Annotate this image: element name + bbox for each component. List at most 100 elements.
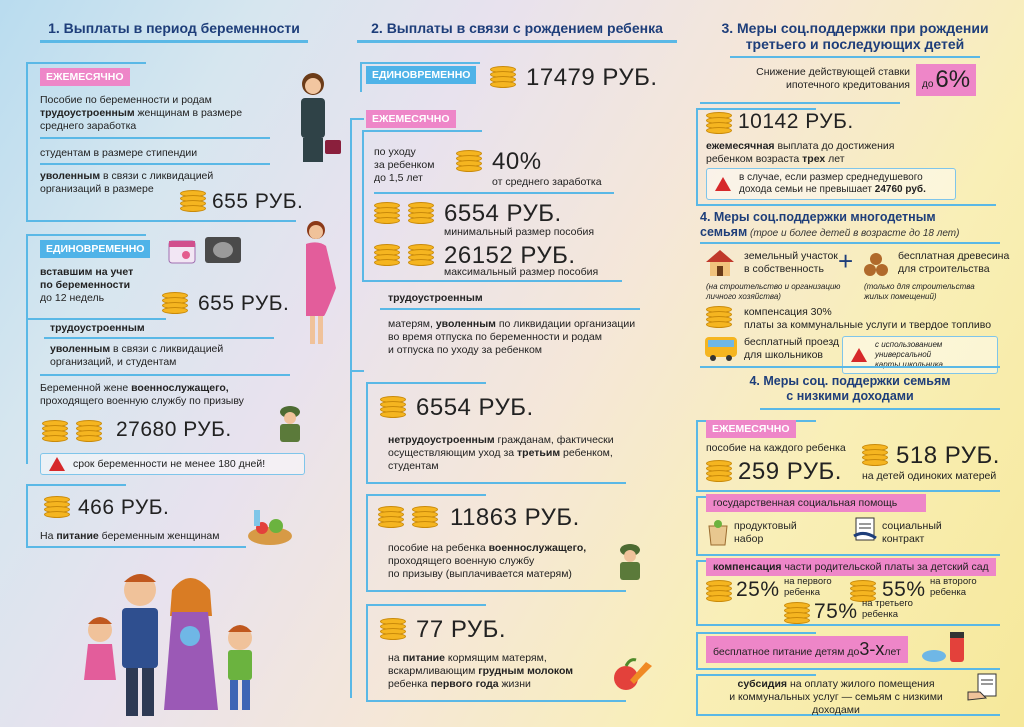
col2-amount4: 11863 РУБ. [450, 504, 580, 531]
coins-icon [490, 66, 516, 88]
pregnancy-term-warning: срок беременности не менее 180 дней! [40, 453, 305, 475]
col2-amount5: 77 РУБ. [416, 616, 507, 643]
coins-icon [180, 190, 206, 212]
monthly-3years-text: ежемесячная выплата до достижения ребенко… [706, 140, 895, 165]
col1-amount4: 466 РУБ. [78, 496, 170, 519]
dismissed-students-text: уволенным в связи с ликвидацией организац… [50, 343, 224, 368]
hand-document-icon [967, 673, 997, 701]
max-note: максимальный размер пособия [444, 266, 599, 278]
col4-title: 4. Меры соц.поддержки многодетным семьям … [700, 210, 960, 239]
coins-icon [378, 506, 404, 528]
each-child-text: пособие на каждого ребенка [706, 442, 846, 454]
mortgage-text: Снижение действующей ставки ипотечного кр… [756, 66, 910, 91]
soc-contract-text: социальный контракт [882, 520, 942, 545]
min-note: минимальный размер пособия [444, 226, 595, 238]
coins-icon [162, 292, 188, 314]
coins-icon [862, 444, 888, 466]
maternity-benefit-text: Пособие по беременности и родам трудоустр… [40, 94, 243, 132]
col1-title: 1. Выплаты в период беременности [40, 20, 308, 43]
warning-icon [49, 457, 65, 471]
pct-75-note: на третьего ребенка [862, 598, 913, 620]
soldier-child-text: пособие на ребенка военнослужащего, прохо… [388, 542, 587, 580]
utilities-comp-text: компенсация 30% платы за коммунальные усл… [744, 306, 992, 331]
care-percent: 40% [492, 148, 542, 175]
coins-icon [380, 396, 406, 418]
coins-icon [706, 306, 732, 328]
pct-25-note: на первого ребенка [784, 576, 832, 598]
coins-icon [412, 506, 438, 528]
businesswoman-icon [301, 73, 341, 162]
land-text: земельный участок в собственность [744, 250, 838, 275]
coins-icon [380, 618, 406, 640]
fruit-vegetables-icon [614, 658, 652, 690]
school-card-warning: с использованием универсальной карты школ… [842, 336, 998, 374]
logs-icon [864, 253, 888, 276]
mortgage-rate-badge: до 6% [916, 64, 977, 96]
kindergarten-label: компенсация части родительской платы за … [706, 558, 996, 576]
col3-frame1 [696, 108, 816, 204]
employed-label: трудоустроенным [50, 322, 145, 334]
students-text: студентам в размере стипендии [40, 147, 198, 159]
col2-frame3 [366, 494, 486, 590]
breastfeeding-text: на питание кормящим матерям, вскармливаю… [388, 652, 574, 690]
soldier-icon [280, 406, 300, 442]
coins-icon [706, 112, 732, 134]
col3-title: 3. Меры соц.поддержки при рождении третье… [721, 20, 989, 52]
food-bag-icon [708, 520, 728, 546]
coins-icon [76, 420, 102, 442]
food-set-text: продуктовый набор [734, 520, 797, 545]
coins-icon [706, 460, 732, 482]
bus-text: бесплатный проезд для школьников [744, 336, 840, 361]
coins-icon [374, 244, 400, 266]
dismissed-mothers-text: матерям, уволенным по ликвидации организ… [388, 318, 636, 356]
calendar-icon [168, 240, 196, 264]
col2-once-tag: ЕДИНОВРЕМЕННО [366, 66, 477, 84]
gov-help-label: государственная социальная помощь [706, 494, 926, 512]
warning-icon [715, 177, 731, 191]
soldier-icon [620, 544, 640, 580]
registered-text: вставшим на учет по беременности до 12 нед… [40, 266, 134, 304]
col3-frame6 [696, 674, 816, 714]
coins-icon [850, 580, 876, 602]
care-percent-note: от среднего заработка [492, 176, 602, 188]
food-basket-icon [248, 510, 292, 545]
warning-icon [851, 348, 867, 362]
wood-note: (только для строительства жилых помещений… [864, 282, 975, 301]
col1-amount3: 27680 РУБ. [116, 418, 232, 441]
ultrasound-icon [205, 237, 241, 263]
housing-subsidy-text: субсидия на оплату жилого помещения и ком… [729, 678, 943, 716]
col2-frame2 [366, 382, 486, 482]
col1-frame3 [26, 484, 126, 546]
pct-75: 75% [814, 600, 858, 623]
col3-amount1: 10142 РУБ. [738, 110, 854, 133]
col3-frame5 [696, 632, 816, 668]
house-icon [706, 250, 734, 276]
contract-icon [853, 517, 877, 541]
free-food-label: бесплатное питание детям до 3-х лет [706, 636, 908, 663]
family-illustration [84, 574, 252, 716]
baby-food-icon [922, 632, 964, 662]
col2-frame1 [362, 130, 482, 280]
col2-amount3: 6554 РУБ. [416, 394, 534, 421]
max-amount: 26152 РУБ. [444, 242, 576, 269]
coins-icon [44, 496, 70, 518]
coins-icon [784, 602, 810, 624]
unemployed-text: нетрудоустроенным гражданам, фактически о… [388, 434, 614, 472]
plus-sign: + [838, 246, 854, 276]
pregnant-food-text: На питание беременным женщинам [40, 530, 220, 542]
income-warning: в случае, если размер среднедушевого дохо… [706, 168, 956, 200]
col1-amount2: 655 РУБ. [198, 292, 290, 315]
coins-icon [408, 202, 434, 224]
pct-55-note: на второго ребенка [930, 576, 977, 598]
dismissed-text: уволенным в связи с ликвидацией организац… [40, 170, 214, 195]
coins-icon [456, 150, 482, 172]
employed-label: трудоустроенным [388, 292, 483, 304]
col1-frame2 [26, 234, 146, 464]
col1-frame1 [26, 62, 146, 222]
coins-icon [42, 420, 68, 442]
col5-title: 4. Меры соц. поддержки семьям с низкими д… [749, 374, 951, 403]
single-mothers-text: на детей одиноких матерей [862, 470, 997, 482]
land-note: (на строительство и организацию личного х… [706, 282, 841, 301]
pct-55: 55% [882, 578, 926, 601]
soldier-wife-text: Беременной жене военнослужащего, проходящ… [40, 382, 244, 407]
